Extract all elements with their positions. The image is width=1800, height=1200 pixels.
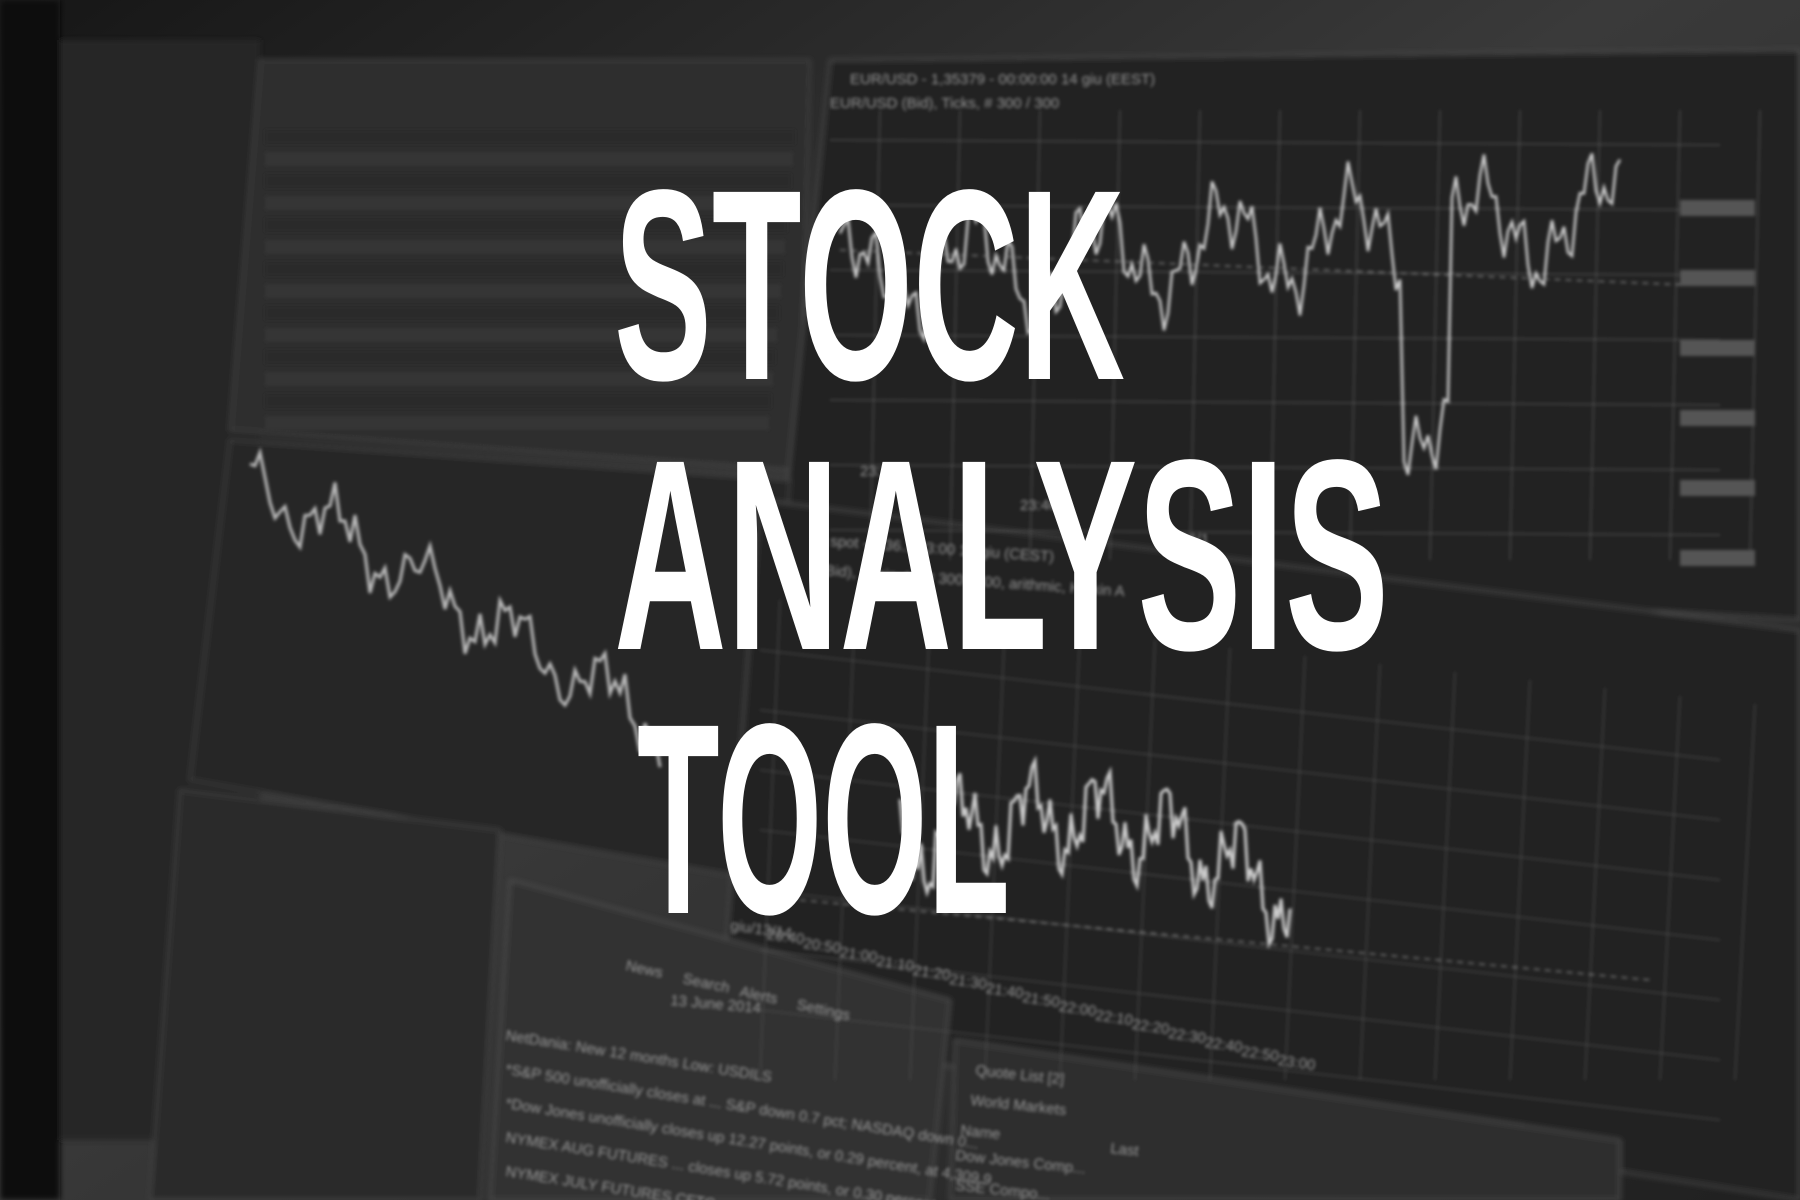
x-tick-label: 22:10: [1094, 1007, 1134, 1029]
grid-line: [829, 139, 1721, 146]
x-tick-label: 23:46: [1020, 497, 1058, 514]
x-tick-label: 06/1: [1180, 531, 1209, 548]
chart-title: EUR/USD - 1,35379 - 00:00:00 14 giu (EES…: [850, 71, 1155, 88]
table-row: [265, 152, 793, 166]
headline-line: ANALYSIS: [614, 403, 1389, 707]
headline-line: TOOL: [637, 667, 1010, 971]
list-panel: [149, 789, 501, 1200]
x-tick-label: 22:50: [1240, 1043, 1280, 1065]
grid-line: [759, 1009, 1721, 1121]
x-tick-label: 21:30: [948, 971, 988, 993]
x-tick-label: 23:: [860, 463, 881, 480]
table-row: [265, 240, 785, 254]
decor-dashed: [839, 249, 1691, 286]
grid-line: [1589, 109, 1601, 561]
grid-line: [829, 529, 1721, 536]
grid-line: [1109, 109, 1121, 561]
grid-line: [759, 769, 1721, 881]
headline-line: STOCK: [614, 133, 1125, 437]
decor-line: [838, 152, 1622, 476]
grid-line: [759, 649, 1721, 761]
grid-line: [1029, 109, 1041, 561]
x-tick-label: 21:40: [985, 980, 1025, 1002]
grid-line: [1509, 679, 1531, 1081]
grid-line: [759, 599, 781, 1081]
grid-line: [1349, 109, 1361, 561]
grid-line: [1059, 631, 1081, 1081]
table-row: [265, 174, 791, 188]
grid-line: [829, 464, 1721, 471]
decor-line: [898, 755, 1292, 949]
table-row: [265, 218, 787, 232]
quote-column: Name: [960, 1122, 1002, 1143]
monitor-bezel: [0, 0, 60, 1200]
grid-line: [1734, 703, 1756, 1081]
x-tick-label: 20:40: [766, 926, 806, 948]
chart-subtitle: EUR/USD (Bid), Ticks, # 300 / 300: [830, 95, 1059, 112]
table-row: [265, 350, 775, 364]
x-tick-label: 22:40: [1204, 1034, 1244, 1056]
x-tick-label: 22:00: [1058, 998, 1098, 1020]
grid-line: [1134, 639, 1156, 1081]
table-row: [265, 262, 783, 276]
axis-label-box: [1680, 550, 1755, 566]
table-row: [265, 394, 771, 408]
grid-line: [1659, 695, 1681, 1081]
grid-line: [1284, 655, 1306, 1081]
x-tick-label: 20:50: [802, 935, 842, 957]
x-tick-label: 22:20: [1131, 1016, 1171, 1038]
table-row: [265, 372, 773, 386]
x-tick-label: 21:10: [875, 953, 915, 975]
axis-label-box: [1680, 270, 1755, 286]
x-tick-label: 23:00: [1277, 1052, 1317, 1074]
grid-line: [829, 334, 1721, 341]
x-tick-label: 21:00: [839, 944, 879, 966]
grid-line: [1429, 109, 1441, 561]
table-row: [265, 306, 779, 320]
news-panel: [489, 879, 951, 1200]
quote-column: Last: [1110, 1140, 1141, 1160]
x-tick-label: 21:50: [1021, 989, 1061, 1011]
headline: STOCK ANALYSIS TOOL: [614, 133, 1389, 971]
decor-line: [249, 446, 662, 768]
grid-line: [829, 204, 1721, 211]
axis-label-box: [1680, 200, 1755, 216]
top-chart-panel: [779, 49, 1800, 621]
mid-chart-panel: [719, 499, 1800, 1200]
grid-line: [759, 889, 1721, 1001]
axis-label-box: [1680, 340, 1755, 356]
x-tick-label: 21:20: [912, 962, 952, 984]
grid-line: [1189, 109, 1201, 561]
grid-line: [829, 399, 1721, 406]
grid-line: [1509, 109, 1521, 561]
grid-line: [834, 607, 856, 1081]
grid-line: [1669, 109, 1681, 561]
grid-line: [759, 949, 1721, 1061]
grid-line: [1434, 671, 1456, 1081]
grid-line: [759, 709, 1721, 821]
grid-line: [949, 109, 961, 561]
table-row: [265, 328, 777, 342]
axis-label-box: [1680, 410, 1755, 426]
table-row: [265, 284, 781, 298]
grid-line: [1359, 663, 1381, 1081]
chart-decoration: [249, 109, 1761, 1121]
quote-panel: [949, 1039, 1621, 1200]
axis-label-box: [1680, 480, 1755, 496]
table-row: [265, 196, 789, 210]
table-row: [265, 416, 769, 430]
x-tick-label: 22:30: [1167, 1025, 1207, 1047]
table-row: [265, 130, 795, 144]
grid-line: [1584, 687, 1606, 1081]
grid-line: [1269, 109, 1281, 561]
